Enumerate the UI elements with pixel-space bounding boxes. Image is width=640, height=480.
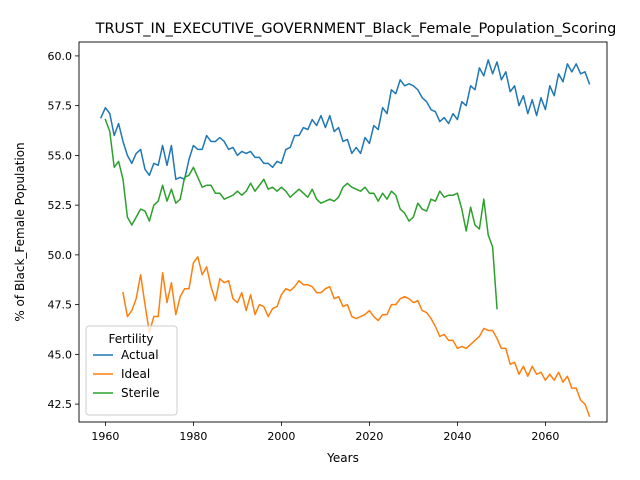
legend-label-sterile: Sterile xyxy=(121,386,160,400)
series-line-sterile xyxy=(104,118,498,310)
legend: Fertility Actual Ideal Sterile xyxy=(85,325,178,416)
legend-label-ideal: Ideal xyxy=(121,367,150,381)
x-tick-label: 2060 xyxy=(531,430,559,443)
y-tick-label: 47.5 xyxy=(48,299,73,312)
chart-title: TRUST_IN_EXECUTIVE_GOVERNMENT_Black_Fema… xyxy=(95,21,617,37)
legend-label-actual: Actual xyxy=(121,348,159,362)
y-axis: 42.5 45.0 47.5 50.0 52.5 55.0 57.5 60.0 xyxy=(48,50,79,411)
y-tick-label: 42.5 xyxy=(48,398,73,411)
x-tick-label: 2020 xyxy=(355,430,383,443)
y-tick-label: 45.0 xyxy=(48,348,73,361)
x-axis-label: Years xyxy=(326,451,359,465)
x-tick-label: 1960 xyxy=(91,430,119,443)
series-line-actual xyxy=(100,59,591,181)
y-tick-label: 55.0 xyxy=(48,149,73,162)
y-tick-label: 57.5 xyxy=(48,100,73,113)
y-tick-label: 50.0 xyxy=(48,249,73,262)
y-axis-label: % of Black_Female Population xyxy=(13,142,27,321)
plot-lines xyxy=(100,59,591,417)
x-tick-label: 2040 xyxy=(443,430,471,443)
x-axis: 1960 1980 2000 2020 2040 2060 xyxy=(91,422,559,443)
series-line-ideal xyxy=(122,256,591,417)
plot-frame xyxy=(78,41,608,423)
legend-entries: Actual Ideal Sterile xyxy=(93,348,160,400)
y-tick-label: 60.0 xyxy=(48,50,73,63)
legend-title: Fertility xyxy=(108,332,153,346)
y-tick-label: 52.5 xyxy=(48,199,73,212)
x-tick-label: 2000 xyxy=(267,430,295,443)
x-tick-label: 1980 xyxy=(179,430,207,443)
